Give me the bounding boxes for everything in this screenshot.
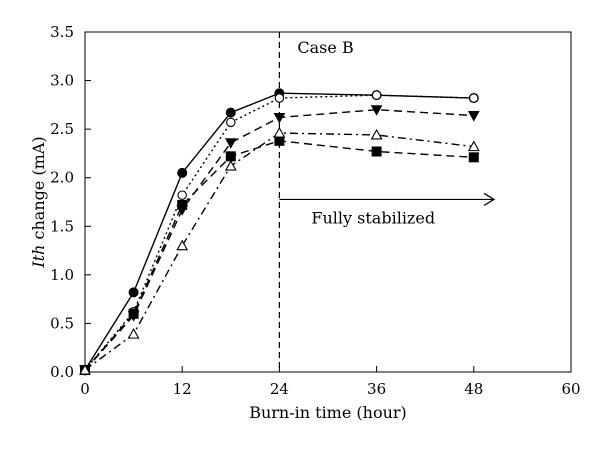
data-point [224, 138, 237, 149]
series-5 [79, 126, 480, 375]
data-point [468, 152, 479, 163]
data-point [177, 190, 187, 200]
series-group [79, 88, 480, 377]
y-tick-label: 2.5 [50, 120, 74, 138]
data-point [225, 107, 236, 118]
stabilized-label: Fully stabilized [311, 208, 435, 227]
y-axis-title-rest: change (mA) [29, 136, 48, 244]
data-point [469, 93, 479, 103]
data-point [273, 126, 286, 138]
y-tick-label: 3.5 [50, 23, 74, 41]
y-tick-label: 1.0 [50, 266, 74, 284]
data-point [225, 151, 236, 162]
x-tick-label: 12 [173, 380, 192, 398]
x-tick-label: 48 [464, 380, 483, 398]
x-tick-label: 36 [367, 380, 386, 398]
data-point [176, 239, 189, 251]
y-axis-title-italic: Ith [29, 245, 48, 269]
data-point [128, 308, 139, 319]
annotations: Case B Fully stabilized [279, 38, 496, 227]
data-point [371, 146, 382, 157]
x-tick-label: 24 [270, 380, 289, 398]
axis-ticks: 0 12 24 36 48 60 0.0 0.5 1.0 1.5 2.0 2.5 3.0 3.5 [50, 23, 580, 398]
data-point [370, 128, 383, 140]
y-tick-label: 3.0 [50, 72, 74, 90]
data-point [79, 363, 91, 375]
plot-area-frame [84, 31, 572, 373]
data-point [371, 90, 382, 100]
y-tick-label: 0.5 [50, 314, 74, 332]
data-point [274, 135, 285, 146]
x-tick-label: 0 [80, 380, 90, 398]
y-axis-title: Ith change (mA) [29, 136, 48, 268]
series-line [84, 109, 474, 371]
x-axis-title: Burn-in time (hour) [249, 403, 407, 422]
y-tick-label: 0.0 [50, 363, 74, 381]
data-point [467, 140, 480, 152]
data-point [224, 159, 237, 171]
data-point [177, 167, 188, 178]
y-tick-label: 1.5 [50, 217, 74, 235]
data-point [273, 112, 286, 124]
data-point [370, 105, 383, 116]
stabilized-arrow-head [483, 192, 496, 206]
case-label: Case B [297, 38, 353, 57]
data-point [274, 93, 285, 103]
x-tick-label: 60 [561, 380, 580, 398]
data-point [127, 327, 140, 339]
y-tick-label: 2.0 [50, 169, 74, 187]
data-point [177, 199, 188, 210]
data-point [128, 287, 139, 298]
data-point [226, 117, 236, 128]
data-point [467, 111, 480, 122]
